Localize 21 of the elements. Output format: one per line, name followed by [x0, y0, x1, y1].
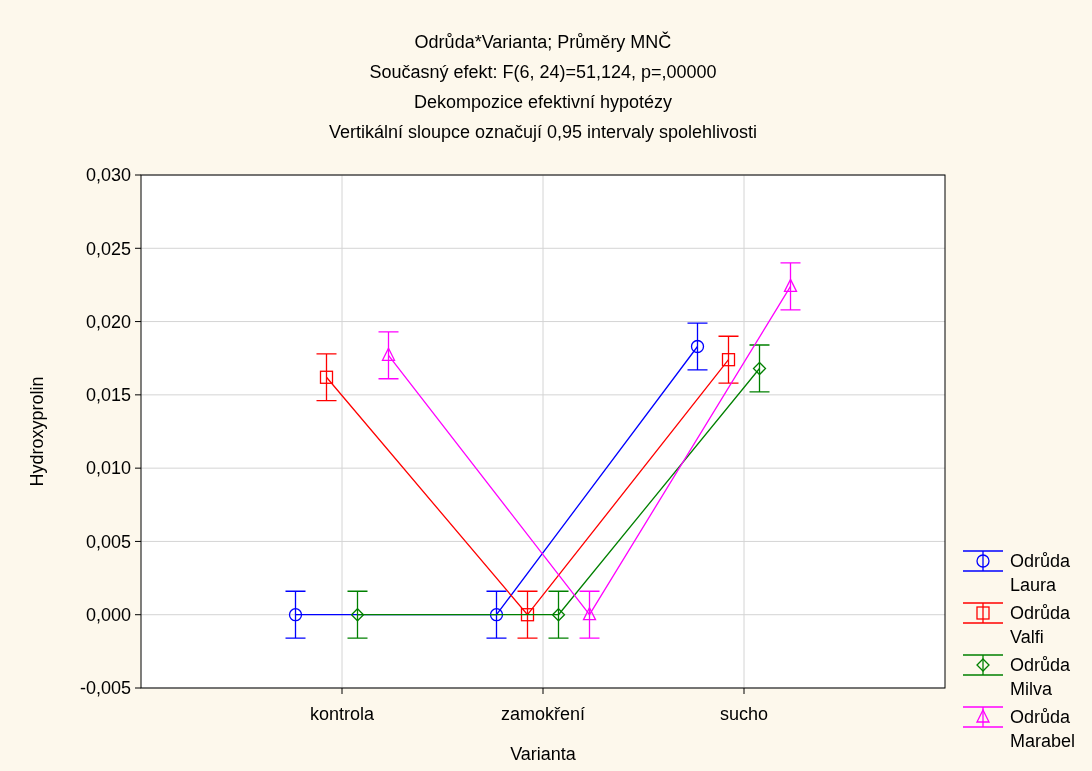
x-axis-title: Varianta — [510, 744, 577, 764]
y-tick-label: 0,005 — [85, 531, 131, 552]
text: Dekompozice efektivní hypotézy — [413, 92, 673, 112]
x-tick-label: sucho — [719, 704, 769, 724]
x-tick-label: zamokření — [500, 704, 586, 724]
y-tick-label: 0,030 — [85, 165, 131, 186]
y-tick-label: 0,020 — [85, 311, 131, 332]
legend-label: Odrůda Valfi — [1010, 603, 1072, 647]
x-tick-label: kontrola — [309, 704, 375, 724]
chart-subtitle: Současný efekt: F(6, 24)=51,124, p=,00000 — [369, 62, 717, 82]
y-tick-label: 0,025 — [85, 238, 131, 259]
legend-label: Odrůda Laura — [1010, 551, 1072, 595]
y-axis-title: Hydroxyprolin — [27, 376, 47, 487]
y-tick-label: 0,000 — [85, 605, 131, 626]
y-tick-label: 0,010 — [85, 458, 131, 479]
text: Vertikální sloupce označují 0,95 intervaly spolehlivosti — [328, 122, 758, 142]
y-tick-label: -0,005 — [79, 678, 131, 699]
y-tick-label: 0,015 — [85, 385, 131, 406]
legend-label: Odrůda Milva — [1010, 655, 1072, 699]
legend-label: Odrůda Marabel — [1010, 707, 1076, 751]
chart-title: Odrůda*Varianta; Průměry MNČ — [414, 31, 672, 52]
